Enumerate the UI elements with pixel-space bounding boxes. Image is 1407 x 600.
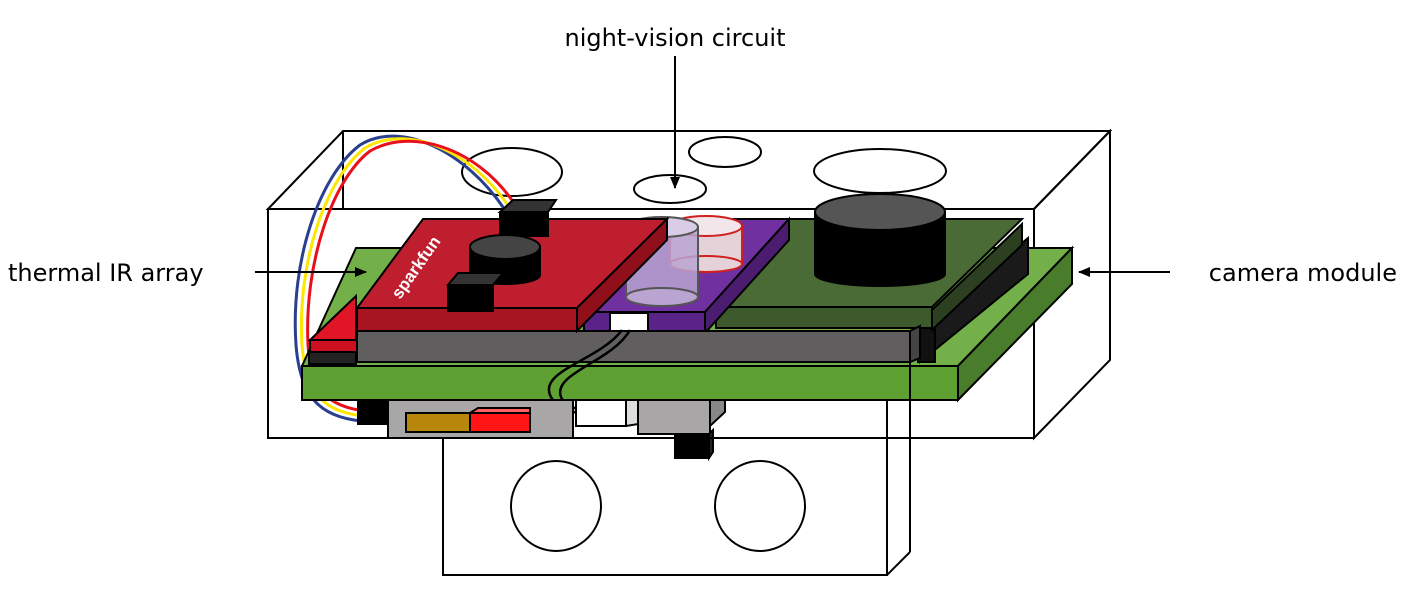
lid-hole-night-vision — [634, 175, 706, 203]
thermal-top-connector — [500, 200, 556, 236]
label-thermal: thermal IR array — [8, 259, 204, 287]
label-night-vision: night-vision circuit — [564, 24, 785, 52]
lid-hole-camera — [814, 149, 946, 193]
label-camera: camera module — [1209, 259, 1397, 287]
night-vision-connector — [610, 313, 648, 331]
camera-lens — [815, 194, 945, 286]
under-orange-header — [406, 413, 470, 432]
under-board-parts — [358, 400, 725, 458]
under-red-header — [470, 413, 530, 432]
lower-hole-left — [511, 461, 601, 551]
lid-hole-small — [689, 137, 761, 167]
lower-hole-right — [715, 461, 805, 551]
